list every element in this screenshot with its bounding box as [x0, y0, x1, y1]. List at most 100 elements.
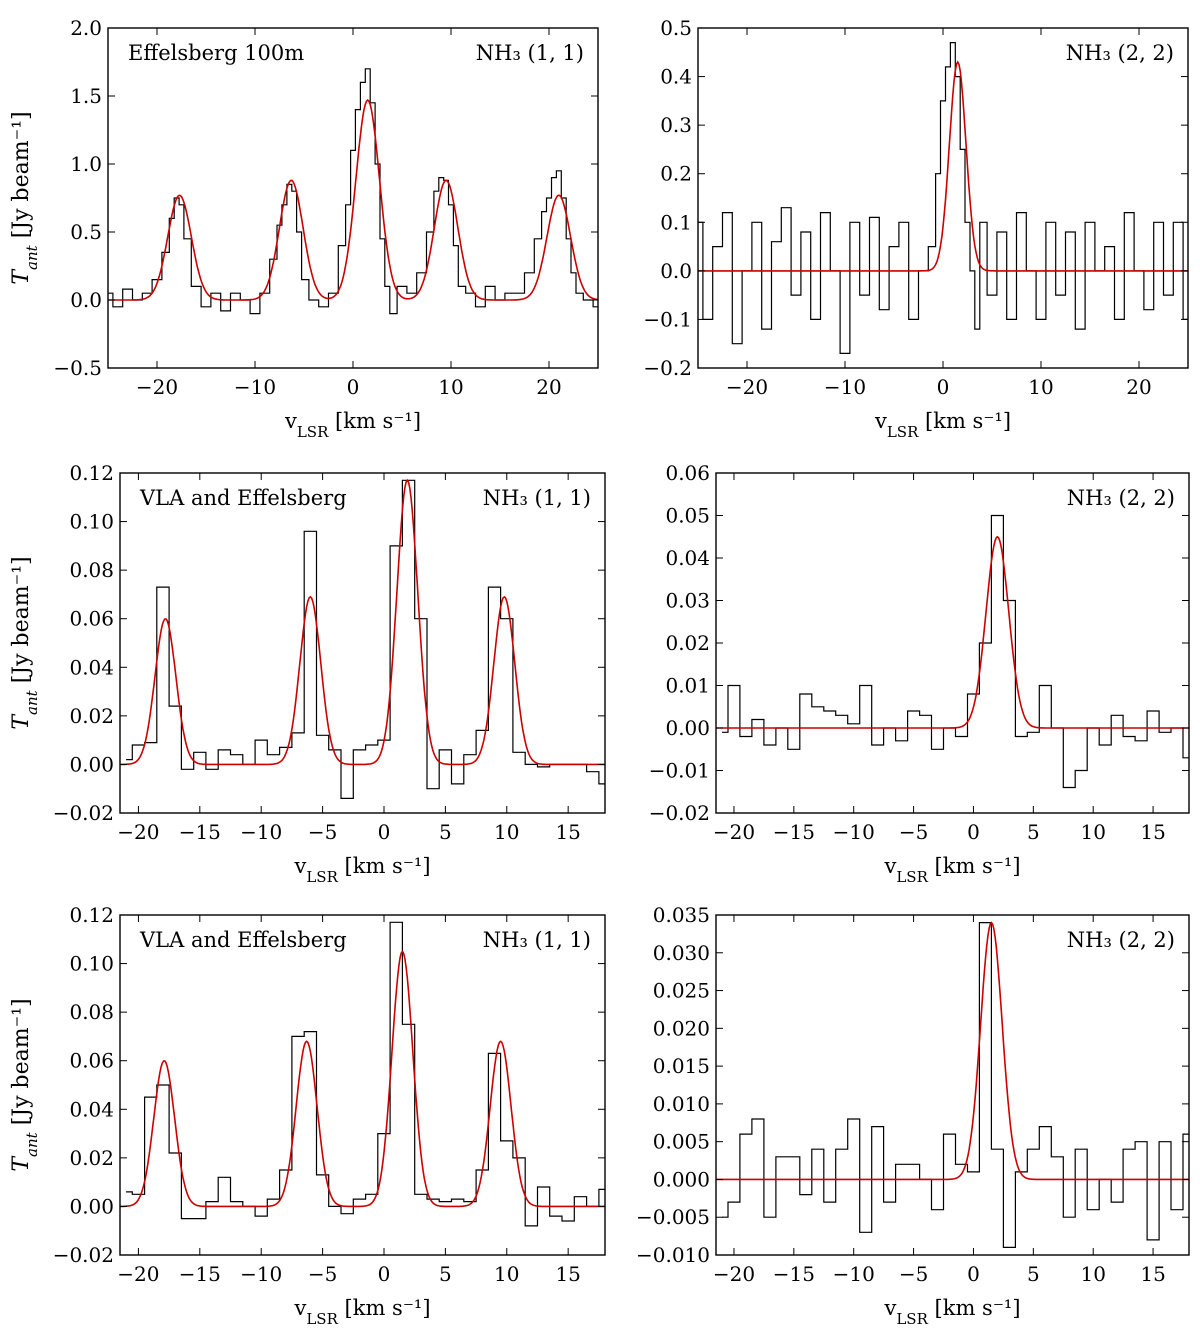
x-tick-label: 5 [1027, 1262, 1040, 1286]
spectrum-step-line [698, 42, 1188, 354]
x-tick-label: −20 [117, 1262, 159, 1286]
x-tick-label: −5 [899, 1262, 928, 1286]
x-tick-label: 15 [555, 1262, 580, 1286]
y-tick-label: 0.025 [653, 979, 710, 1003]
spectrum-step-line [126, 921, 605, 1227]
y-tick-label: 0.04 [69, 1097, 114, 1121]
x-tick-label: −5 [308, 820, 337, 844]
y-tick-label: 0.01 [665, 674, 710, 698]
x-tick-label: 0 [378, 1262, 391, 1286]
y-tick-label: 0.005 [653, 1130, 710, 1154]
y-tick-label: 0.0 [70, 288, 102, 312]
plot-frame [119, 914, 606, 1256]
x-tick-label: 10 [1080, 820, 1105, 844]
transition-label: NH₃ (2, 2) [1067, 486, 1175, 510]
plot-frame [715, 914, 1190, 1256]
y-tick-label: −0.02 [53, 1243, 114, 1267]
y-tick-label: −0.02 [53, 801, 114, 825]
gaussian-fit-line [698, 60, 1188, 272]
x-tick-label: −10 [833, 820, 875, 844]
spectrum-step-line [108, 68, 598, 315]
x-tick-label: −20 [117, 820, 159, 844]
transition-label: NH₃ (1, 1) [483, 486, 591, 510]
x-tick-label: 10 [494, 820, 519, 844]
y-tick-label: 0.04 [69, 655, 114, 679]
x-axis-label: vLSR [km s⁻¹] [874, 409, 1011, 441]
x-tick-label: 0 [378, 820, 391, 844]
y-tick-label: 0.030 [653, 941, 710, 965]
x-tick-label: 15 [1140, 820, 1165, 844]
y-tick-label: 0.00 [69, 752, 114, 776]
transition-label: NH₃ (2, 2) [1067, 928, 1175, 952]
y-tick-label: −0.010 [636, 1243, 710, 1267]
panel-2: −20 −10 0 10 20 −0.2 −0.1 0.0 0.1 0.2 0.3 0.4 0.5 vLS… [643, 16, 1189, 441]
y-tick-label: 0.10 [69, 952, 114, 976]
y-axis-label: Tant [Jy beam⁻¹] [9, 111, 41, 284]
x-tick-label: 0 [967, 820, 980, 844]
y-tick-label: 0.06 [665, 461, 710, 485]
panel-4: −20 −15 −10 −5 0 5 10 15 −0.02 −0.01 0.00 0.01 0.02 0… [649, 461, 1190, 886]
y-tick-label: 0.3 [660, 113, 692, 137]
y-tick-label: 0.1 [660, 210, 692, 234]
x-tick-label: 15 [1140, 1262, 1165, 1286]
telescope-label: VLA and Effelsberg [139, 486, 347, 510]
x-tick-label: −15 [179, 820, 221, 844]
y-tick-label: 0.0 [660, 259, 692, 283]
gaussian-fit-line [120, 949, 605, 1208]
x-tick-label: −20 [713, 820, 755, 844]
gaussian-fit-line [716, 535, 1189, 729]
x-tick-label: 0 [967, 1262, 980, 1286]
y-tick-label: 0.4 [660, 65, 692, 89]
plot-frame [715, 472, 1190, 814]
y-tick-label: 0.015 [653, 1054, 710, 1078]
y-tick-label: 0.00 [665, 716, 710, 740]
y-axis-label: Tant [Jy beam⁻¹] [9, 556, 41, 729]
x-tick-label: −15 [179, 1262, 221, 1286]
gaussian-fit-line [716, 921, 1189, 1181]
x-tick-label: 0 [937, 375, 950, 399]
x-tick-label: 5 [439, 820, 452, 844]
x-tick-label: 5 [1027, 820, 1040, 844]
transition-label: NH₃ (1, 1) [476, 41, 584, 65]
panel-6: −20 −15 −10 −5 0 5 10 15 −0.010 −0.005 0.000 0.005 0… [636, 903, 1190, 1328]
y-tick-label: −0.5 [53, 356, 102, 380]
spectrum-step-line [126, 479, 605, 799]
y-tick-label: 0.12 [69, 461, 114, 485]
spectrum-step-line [722, 922, 1189, 1248]
y-tick-label: 0.10 [69, 510, 114, 534]
y-axis-label: Tant [Jy beam⁻¹] [9, 998, 41, 1171]
x-tick-label: 20 [536, 375, 561, 399]
telescope-label: VLA and Effelsberg [139, 928, 347, 952]
x-tick-label: −10 [240, 820, 282, 844]
y-tick-label: −0.02 [649, 801, 710, 825]
y-tick-label: 0.02 [69, 1146, 114, 1170]
telescope-label: Effelsberg 100m [128, 41, 304, 65]
panel-3: −20 −15 −10 −5 0 5 10 15 −0.02 0.00 0.02 0.04 0.06 0.… [9, 461, 606, 886]
x-tick-label: −10 [240, 1262, 282, 1286]
x-tick-label: 15 [555, 820, 580, 844]
y-tick-label: 0.04 [665, 546, 710, 570]
y-tick-label: 0.03 [665, 589, 710, 613]
y-tick-label: 0.02 [665, 631, 710, 655]
y-tick-label: −0.2 [643, 356, 692, 380]
y-tick-label: 0.5 [70, 220, 102, 244]
x-tick-label: −10 [234, 375, 276, 399]
y-tick-label: 0.06 [69, 1049, 114, 1073]
panel-1: −20 −10 0 10 20 −0.5 0.0 0.5 1.0 1.5 2.0 vLSR [km s… [9, 16, 599, 441]
y-tick-label: 0.05 [665, 504, 710, 528]
y-tick-label: 0.010 [653, 1092, 710, 1116]
x-tick-label: 5 [439, 1262, 452, 1286]
x-tick-label: −20 [726, 375, 768, 399]
x-tick-label: −15 [773, 1262, 815, 1286]
x-axis-label: vLSR [km s⁻¹] [883, 854, 1020, 886]
x-tick-label: −5 [308, 1262, 337, 1286]
y-tick-label: 0.08 [69, 1000, 114, 1024]
x-tick-label: 10 [438, 375, 463, 399]
y-tick-label: 0.02 [69, 704, 114, 728]
transition-label: NH₃ (2, 2) [1066, 41, 1174, 65]
x-tick-label: 0 [347, 375, 360, 399]
y-tick-label: 0.12 [69, 903, 114, 927]
x-tick-label: −15 [773, 820, 815, 844]
y-tick-label: 0.06 [69, 607, 114, 631]
